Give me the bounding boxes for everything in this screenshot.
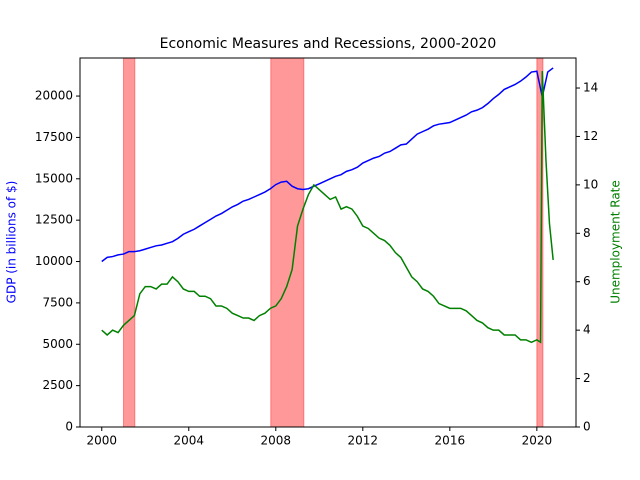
- chart-title: Economic Measures and Recessions, 2000-2…: [160, 36, 497, 52]
- y2-tick-label: 6: [583, 274, 591, 288]
- x-tick-label: 2004: [173, 434, 204, 448]
- y2-tick-label: 8: [583, 226, 591, 240]
- y-tick-label: 15000: [35, 171, 73, 185]
- x-tick-label: 2000: [86, 434, 117, 448]
- y2-tick-label: 2: [583, 371, 591, 385]
- x-tick-label: 2020: [522, 434, 553, 448]
- y2-axis-label: Unemployment Rate: [609, 180, 623, 304]
- x-tick-label: 2012: [348, 434, 379, 448]
- x-tick-label: 2008: [261, 434, 292, 448]
- series-line: [101, 67, 554, 263]
- y-tick-label: 2500: [42, 378, 73, 392]
- y-tick-label: 5000: [42, 337, 73, 351]
- y-tick-label: 0: [65, 420, 73, 434]
- y2-tick-label: 0: [583, 420, 591, 434]
- recession-band: [270, 57, 305, 428]
- y-tick-label: 12500: [35, 213, 73, 227]
- y-axis-label: GDP (in billions of $): [5, 181, 19, 304]
- x-tick-label: 2016: [435, 434, 466, 448]
- y-tick-label: 10000: [35, 254, 73, 268]
- y2-tick-label: 4: [583, 323, 591, 337]
- y2-tick-label: 10: [583, 177, 598, 191]
- y-tick-label: 7500: [42, 295, 73, 309]
- y2-tick-label: 14: [583, 81, 598, 95]
- series-line: [101, 71, 554, 344]
- y-tick-label: 17500: [35, 130, 73, 144]
- recession-band: [123, 57, 136, 428]
- plot-frame: [79, 57, 577, 428]
- y2-tick-label: 12: [583, 129, 598, 143]
- y-tick-label: 20000: [35, 89, 73, 103]
